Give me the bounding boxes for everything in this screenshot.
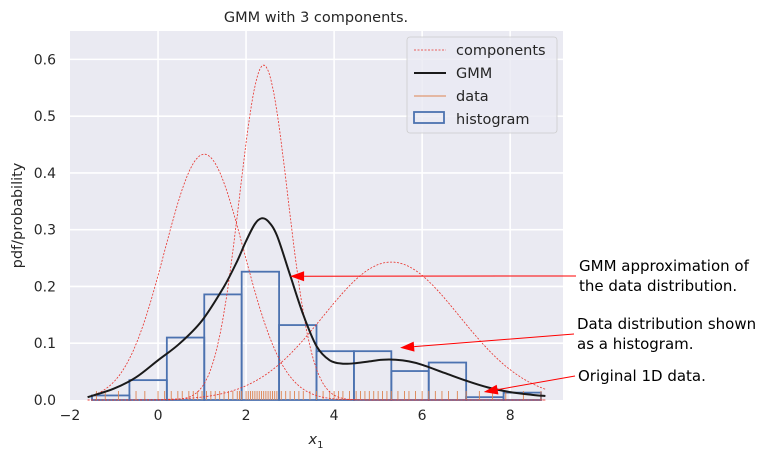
y-tick-label: 0.5 [34,109,56,125]
annotation-text: as a histogram. [577,335,694,353]
x-tick-label: 2 [242,408,251,424]
x-tick-labels: −2 0 2 4 6 8 [60,408,515,424]
x-tick-label: 6 [418,408,427,424]
x-tick-label: 8 [506,408,515,424]
annotation-text: Data distribution shown [577,315,756,333]
gmm-curve [87,217,546,399]
annotation-text: the data distribution. [579,277,737,295]
annotation-arrow-head [483,384,499,395]
legend: components GMM data histogram [406,36,558,134]
y-tick-label: 0.6 [34,52,56,68]
y-tick-label: 0.0 [34,393,56,409]
data-rug [95,391,542,400]
x-tick-label: 0 [154,408,163,424]
legend-label-components: components [456,43,546,59]
component-curves [87,64,546,401]
y-tick-label: 0.4 [34,166,56,182]
x-tick-label: 4 [330,408,339,424]
annotation-arrow-line [497,375,576,391]
legend-label-data: data [456,89,489,105]
chart-title: GMM with 3 components. [224,10,408,26]
gmm-curve-group [87,217,546,399]
legend-box [406,36,558,134]
annotation-text: GMM approximation of [579,257,750,275]
annotations: GMM approximation of the data distributio… [290,257,756,395]
component-curve [87,261,546,401]
x-axis-label: x1 [308,432,324,451]
y-tick-label: 0.3 [34,223,56,239]
legend-label-histogram: histogram [456,112,530,128]
annotation-arrow-head [400,341,415,352]
x-axis-label-main: x [308,432,318,448]
component-curve [87,153,546,401]
legend-swatch-histogram [413,111,445,124]
annotation-arrow-line [414,333,575,348]
y-tick-labels: 0.0 0.1 0.2 0.3 0.4 0.5 0.6 [34,52,56,409]
x-axis-label-sub: 1 [317,440,323,451]
annotation-arrow-head [290,271,305,282]
x-tick-label: −2 [60,408,81,424]
y-axis-label: pdf/probability [10,162,26,268]
legend-label-gmm: GMM [456,66,492,82]
annotation-text: Original 1D data. [578,367,706,385]
y-tick-label: 0.2 [34,279,56,295]
y-tick-label: 0.1 [34,336,56,352]
